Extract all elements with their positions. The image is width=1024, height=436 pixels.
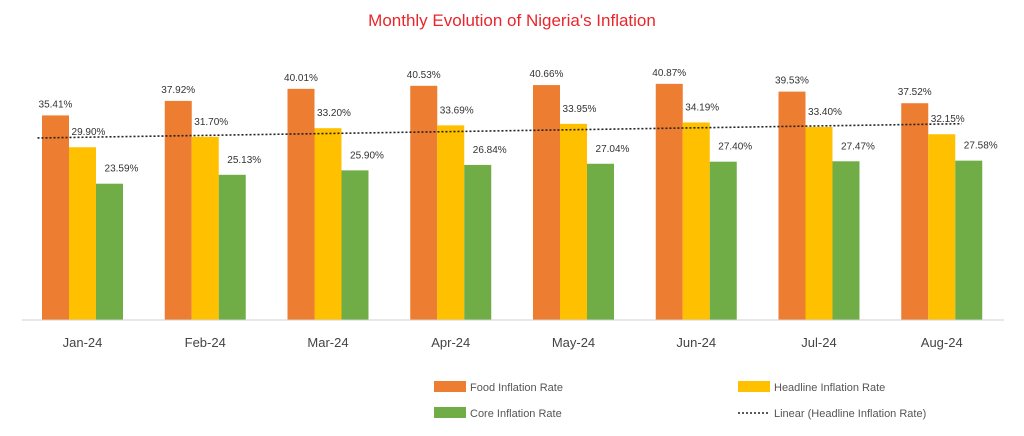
bar-food-inflation-rate-jul-24 xyxy=(778,91,806,320)
data-label-core-inflation-rate-aug-24: 27.58% xyxy=(964,141,998,152)
data-label-headline-inflation-rate-jul-24: 33.40% xyxy=(808,107,842,118)
data-label-core-inflation-rate-jul-24: 27.47% xyxy=(841,141,875,152)
legend-trendline-label: Linear (Headline Inflation Rate) xyxy=(774,408,926,420)
bar-food-inflation-rate-jan-24 xyxy=(42,115,69,320)
data-labels-layer: 35.41% 37.92% 40.01% 40.53% 40.66% 40.87% 39.5… xyxy=(39,68,998,175)
bar-core-inflation-rate-jul-24 xyxy=(832,161,860,320)
bar-headline-inflation-rate-aug-24 xyxy=(928,134,956,320)
bar-food-inflation-rate-jun-24 xyxy=(655,83,683,321)
bar-food-inflation-rate-apr-24 xyxy=(410,85,438,321)
bar-core-inflation-rate-jan-24 xyxy=(96,183,123,320)
bar-headline-inflation-rate-jan-24 xyxy=(69,147,96,320)
data-label-core-inflation-rate-mar-24: 25.90% xyxy=(350,150,384,161)
bar-core-inflation-rate-feb-24 xyxy=(218,174,246,320)
data-label-food-inflation-rate-may-24: 40.66% xyxy=(530,69,564,80)
bar-headline-inflation-rate-mar-24 xyxy=(314,128,342,320)
bar-core-inflation-rate-mar-24 xyxy=(341,170,369,320)
bar-core-inflation-rate-aug-24 xyxy=(955,160,983,320)
legend-food-label: Food Inflation Rate xyxy=(470,382,563,394)
data-label-core-inflation-rate-jun-24: 27.40% xyxy=(718,142,752,153)
data-label-core-inflation-rate-apr-24: 26.84% xyxy=(473,145,507,156)
data-label-core-inflation-rate-may-24: 27.04% xyxy=(596,144,630,155)
bar-headline-inflation-rate-may-24 xyxy=(560,123,587,320)
bar-headline-inflation-rate-jun-24 xyxy=(682,122,710,320)
x-tick-label-apr-24: Apr-24 xyxy=(431,335,470,350)
data-label-food-inflation-rate-mar-24: 40.01% xyxy=(284,73,318,84)
bar-core-inflation-rate-jun-24 xyxy=(709,161,737,320)
x-tick-label-mar-24: Mar-24 xyxy=(307,335,348,350)
data-label-food-inflation-rate-jul-24: 39.53% xyxy=(775,76,809,87)
legend-headline-swatch xyxy=(738,381,770,392)
data-label-headline-inflation-rate-feb-24: 31.70% xyxy=(194,117,228,128)
data-label-headline-inflation-rate-mar-24: 33.20% xyxy=(317,108,351,119)
x-tick-labels: Jan-24 Feb-24 Mar-24 Apr-24 May-24 Jun-24 Jul-… xyxy=(63,335,963,350)
bar-core-inflation-rate-apr-24 xyxy=(464,164,492,320)
data-label-headline-inflation-rate-may-24: 33.95% xyxy=(563,104,597,115)
data-label-food-inflation-rate-apr-24: 40.53% xyxy=(407,70,441,81)
data-label-headline-inflation-rate-jan-24: 29.90% xyxy=(72,127,106,138)
data-label-food-inflation-rate-jan-24: 35.41% xyxy=(39,99,73,110)
x-tick-label-jul-24: Jul-24 xyxy=(801,335,836,350)
data-label-headline-inflation-rate-aug-24: 32.15% xyxy=(931,114,965,125)
x-tick-label-jun-24: Jun-24 xyxy=(676,335,716,350)
x-tick-label-feb-24: Feb-24 xyxy=(185,335,226,350)
legend-food-swatch xyxy=(434,381,466,392)
data-label-food-inflation-rate-jun-24: 40.87% xyxy=(652,68,686,79)
data-label-food-inflation-rate-aug-24: 37.52% xyxy=(898,87,932,98)
data-label-food-inflation-rate-feb-24: 37.92% xyxy=(161,85,195,96)
bar-food-inflation-rate-feb-24 xyxy=(164,100,192,320)
chart-title: Monthly Evolution of Nigeria's Inflation xyxy=(368,11,656,30)
bar-core-inflation-rate-may-24 xyxy=(587,163,614,320)
bar-food-inflation-rate-mar-24 xyxy=(287,88,315,320)
bar-headline-inflation-rate-feb-24 xyxy=(191,136,219,320)
data-label-core-inflation-rate-jan-24: 23.59% xyxy=(105,164,139,175)
data-label-headline-inflation-rate-apr-24: 33.69% xyxy=(440,105,474,116)
bar-food-inflation-rate-aug-24 xyxy=(901,103,929,321)
bar-food-inflation-rate-may-24 xyxy=(533,85,560,320)
bar-headline-inflation-rate-jul-24 xyxy=(805,127,833,321)
legend-headline-label: Headline Inflation Rate xyxy=(774,382,885,394)
bars-layer xyxy=(42,83,983,321)
legend-core-swatch xyxy=(434,407,466,418)
bar-headline-inflation-rate-apr-24 xyxy=(437,125,465,320)
x-tick-label-aug-24: Aug-24 xyxy=(921,335,963,350)
legend-core-label: Core Inflation Rate xyxy=(470,408,562,420)
x-tick-label-may-24: May-24 xyxy=(552,335,595,350)
data-label-core-inflation-rate-feb-24: 25.13% xyxy=(227,155,261,166)
data-label-headline-inflation-rate-jun-24: 34.19% xyxy=(685,102,719,113)
legend: Food Inflation Rate Headline Inflation Ra… xyxy=(434,381,926,420)
x-tick-label-jan-24: Jan-24 xyxy=(63,335,103,350)
